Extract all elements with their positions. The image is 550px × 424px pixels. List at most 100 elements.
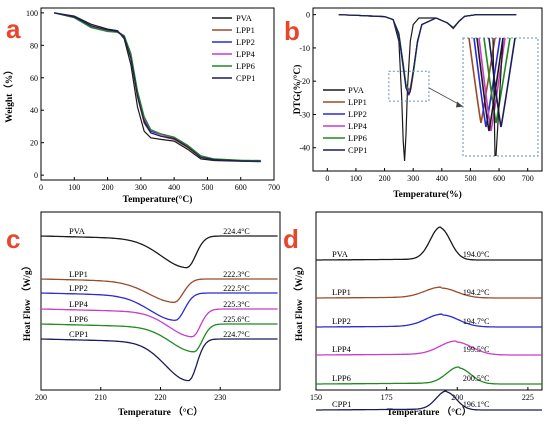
series-label-pva: PVA <box>69 226 86 236</box>
legend-label: PVA <box>236 13 253 23</box>
panel-c: 200 210 220 230 Temperature （°C） Heat Flow （W… <box>6 211 281 418</box>
series-label-lpp6: LPP6 <box>69 314 88 324</box>
zoom-arrow-head <box>456 101 463 108</box>
peak-label-lpp6: 225.6°C <box>223 315 250 324</box>
inset-curve <box>495 37 504 157</box>
legend-label: LPP4 <box>236 49 256 59</box>
x-tick-label: 150 <box>310 393 322 402</box>
y-axis-label: Heat Flow （W/g） <box>293 261 305 341</box>
y-tick-label: 80 <box>30 41 38 50</box>
series-line-lpp4 <box>316 340 542 356</box>
y-tick-label: 60 <box>30 74 38 83</box>
x-tick-label: 100 <box>68 183 80 192</box>
x-tick-label: 400 <box>168 183 180 192</box>
x-tick-label: 400 <box>436 174 448 183</box>
peak-label-pva: 194.0°C <box>463 250 490 259</box>
inset-curve <box>478 37 506 132</box>
x-tick-label: 225 <box>522 393 534 402</box>
y-tick-label: 0 <box>34 171 38 180</box>
legend-label: LPP6 <box>348 133 367 143</box>
inset-curve <box>492 37 496 157</box>
panel-label-a: a <box>6 14 21 44</box>
legend-label: CPP1 <box>236 73 255 83</box>
peak-label-lpp4: 199.5°C <box>463 345 490 354</box>
y-axis-label: Heat Flow （W/g） <box>21 261 33 341</box>
legend-label: LPP4 <box>348 121 368 131</box>
x-tick-label: 200 <box>35 393 47 402</box>
series-label-lpp4: LPP4 <box>69 299 89 309</box>
series-line-lpp6 <box>54 12 261 162</box>
series-line-pva <box>40 235 278 269</box>
panel-label-d: d <box>283 224 299 254</box>
peak-label-lpp4: 225.3°C <box>223 300 250 309</box>
peak-label-lpp2: 194.7°C <box>463 317 490 326</box>
inset-curve <box>476 37 504 132</box>
y-tick-label: -10 <box>299 44 310 53</box>
x-tick-label: 300 <box>407 174 419 183</box>
series-label-lpp4: LPP4 <box>332 344 352 354</box>
legend-label: LPP6 <box>236 61 255 71</box>
series-label-lpp1: LPP1 <box>332 287 351 297</box>
series-label-pva: PVA <box>332 249 349 259</box>
x-tick-label: 200 <box>379 174 391 183</box>
series-line-cpp1 <box>54 12 261 162</box>
x-tick-label: 100 <box>350 174 362 183</box>
y-tick-label: -40 <box>299 144 310 153</box>
x-tick-label: 600 <box>235 183 247 192</box>
x-tick-label: 0 <box>325 174 329 183</box>
y-axis-label: DTG(%/°C) <box>292 65 303 115</box>
x-tick-label: 0 <box>39 183 43 192</box>
plot-frame-b <box>312 7 543 172</box>
inset-curve <box>483 37 511 124</box>
y-tick-label: 40 <box>30 106 38 115</box>
x-tick-label: 175 <box>381 393 393 402</box>
y-tick-label: 100 <box>26 9 38 18</box>
peak-label-cpp1: 196.1°C <box>463 400 490 409</box>
x-axis-label: Temperature(°C) <box>123 194 193 205</box>
x-axis-label: Temperature(%) <box>393 189 462 200</box>
peak-label-lpp6: 200.5°C <box>463 374 490 383</box>
x-tick-label: 600 <box>493 174 505 183</box>
x-tick-label: 500 <box>201 183 213 192</box>
peak-label-lpp1: 194.2°C <box>463 288 490 297</box>
x-axis-label: Temperature （°C） <box>118 406 203 418</box>
peak-label-lpp2: 222.5°C <box>223 284 250 293</box>
series-line-lpp6 <box>316 366 542 385</box>
x-axis-label: Temperature （°C） <box>387 406 472 418</box>
y-axis-label: Weight（%） <box>3 65 15 123</box>
legend-label: PVA <box>348 85 365 95</box>
series-label-lpp2: LPP2 <box>69 283 88 293</box>
x-tick-label: 200 <box>451 393 463 402</box>
y-tick-label: 20 <box>30 139 38 148</box>
series-label-lpp6: LPP6 <box>332 373 351 383</box>
series-line-lpp1 <box>40 278 278 303</box>
plot-frame-d <box>315 211 543 391</box>
y-tick-label: 0 <box>306 11 310 20</box>
series-line-lpp4 <box>40 308 278 338</box>
series-line-lpp2 <box>40 292 278 322</box>
x-tick-label: 210 <box>95 393 107 402</box>
series-line-lpp1 <box>316 286 542 299</box>
legend-label: LPP1 <box>348 97 367 107</box>
series-label-cpp1: CPP1 <box>332 399 351 409</box>
series-line-pva <box>54 12 261 163</box>
panel-a: 0 100 200 300 400 500 600 700 0 20 40 60 80 100 Temper… <box>3 7 280 205</box>
panel-d: 150 175 200 225 Temperature （°C） Heat Flow （W… <box>283 211 543 418</box>
x-tick-label: 200 <box>102 183 114 192</box>
x-tick-label: 700 <box>268 183 280 192</box>
legend-label: CPP1 <box>348 145 367 155</box>
series-label-lpp1: LPP1 <box>69 269 88 279</box>
x-tick-label: 700 <box>522 174 534 183</box>
series-line-cpp1 <box>316 390 542 411</box>
series-label-cpp1: CPP1 <box>69 329 88 339</box>
y-tick-label: -20 <box>299 77 310 86</box>
series-label-lpp2: LPP2 <box>332 316 351 326</box>
plot-frame-a <box>40 7 275 181</box>
legend-label: LPP2 <box>236 37 255 47</box>
peak-label-lpp1: 222.3°C <box>223 270 250 279</box>
panel-label-b: b <box>284 16 300 46</box>
peak-label-cpp1: 224.7°C <box>223 330 250 339</box>
x-tick-label: 230 <box>214 393 226 402</box>
legend-label: LPP2 <box>348 109 367 119</box>
